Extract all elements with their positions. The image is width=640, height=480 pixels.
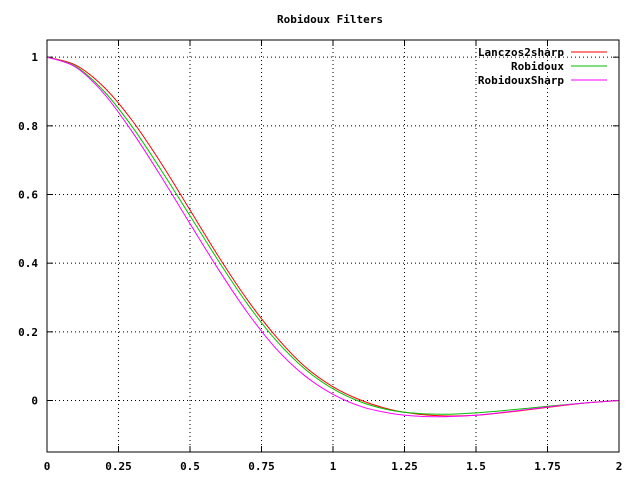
legend-label: Robidoux [511,60,564,73]
x-tick-label: 0.75 [248,460,275,473]
y-tick-label: 0.6 [18,189,38,202]
y-tick-label: 0.8 [18,120,38,133]
x-tick-label: 0.25 [105,460,132,473]
y-tick-label: 0 [31,395,38,408]
x-tick-label: 1.75 [534,460,561,473]
x-tick-label: 1.5 [466,460,486,473]
chart-title: Robidoux Filters [277,13,383,26]
axis-ticks: 0 0.25 0.5 0.75 1 1.25 1.5 1.75 2 1 0.8 0.6 0.4 0.2 0 [18,40,622,473]
x-tick-label: 1 [330,460,337,473]
y-tick-label: 1 [31,51,38,64]
grid [47,40,619,452]
x-tick-label: 2 [616,460,623,473]
y-tick-label: 0.4 [18,257,38,270]
x-tick-label: 1.25 [391,460,418,473]
x-tick-label: 0 [44,460,51,473]
plot-frame [46,39,620,453]
legend-label: RobidouxSharp [478,74,564,87]
series-line-robidoux [46,56,620,415]
legend-label: Lanczos2sharp [478,46,564,59]
series-line-robidouxsharp [46,56,620,418]
series-lines [46,56,620,418]
y-tick-label: 0.2 [18,326,38,339]
x-tick-label: 0.5 [180,460,200,473]
